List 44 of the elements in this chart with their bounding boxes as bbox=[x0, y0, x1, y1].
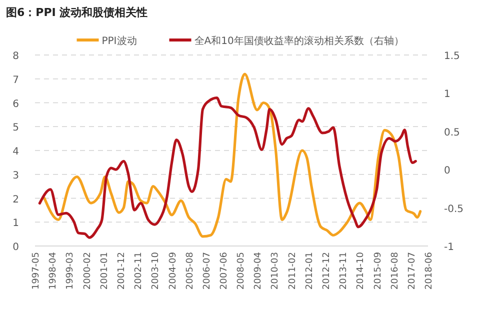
y2-tick-label: 1.5 bbox=[444, 51, 460, 62]
legend-label: 全A和10年国债收益率的滚动相关系数（右轴） bbox=[194, 35, 404, 47]
legend-label: PPI波动 bbox=[102, 35, 137, 47]
x-tick-label: 2012-12 bbox=[322, 252, 332, 290]
x-tick-label: 2004-09 bbox=[168, 252, 178, 290]
x-tick-label: 2006-07 bbox=[202, 252, 212, 290]
y-tick-label: 0 bbox=[12, 242, 19, 253]
x-tick-label: 2001-01 bbox=[100, 252, 110, 290]
x-tick-label: 2015-09 bbox=[373, 252, 384, 290]
x-tick-label: 2002-11 bbox=[134, 252, 144, 290]
x-tick-label: 2011-02 bbox=[288, 252, 298, 290]
chart-title: 图6：PPI 波动和股债相关性 bbox=[6, 6, 148, 19]
x-tick-label: 2018-06 bbox=[424, 252, 434, 290]
y-tick-label: 4 bbox=[12, 146, 19, 158]
x-tick-label: 2000-02 bbox=[82, 252, 93, 290]
line-series bbox=[43, 72, 422, 238]
y-tick-label: 6 bbox=[12, 98, 19, 110]
x-tick-label: 1998-04 bbox=[48, 252, 59, 290]
x-tick-label: 2017-07 bbox=[407, 252, 418, 290]
x-tick-label: 2012-01 bbox=[304, 252, 315, 290]
y2-tick-label: 0.5 bbox=[444, 127, 460, 138]
y-tick-label: 3 bbox=[12, 170, 19, 182]
y-tick-label: 2 bbox=[12, 194, 19, 206]
x-tick-label: 2001-12 bbox=[116, 252, 127, 290]
y2-tick-label: -0.5 bbox=[444, 204, 464, 215]
x-tick-label: 1999-03 bbox=[66, 252, 76, 290]
x-tick-label: 2009-04 bbox=[254, 252, 264, 290]
y2-tick-label: 1 bbox=[444, 89, 450, 100]
y-tick-label: 8 bbox=[12, 51, 19, 62]
x-tick-label: 2007-06 bbox=[219, 252, 230, 290]
y-tick-label: 1 bbox=[12, 218, 19, 230]
x-tick-label: 1997-05 bbox=[32, 252, 42, 290]
x-tick-label: 2016-08 bbox=[390, 252, 400, 290]
line-series bbox=[38, 96, 417, 239]
x-tick-label: 2008-05 bbox=[236, 252, 247, 290]
x-tick-label: 2003-10 bbox=[151, 252, 162, 290]
x-tick-label: 2005-08 bbox=[185, 252, 196, 290]
x-tick-label: 2013-11 bbox=[339, 252, 350, 290]
y2-tick-label: -1 bbox=[444, 242, 454, 253]
y2-tick-label: 0 bbox=[444, 166, 450, 177]
x-tick-label: 2014-10 bbox=[356, 252, 366, 290]
y-tick-label: 5 bbox=[12, 122, 19, 134]
y-tick-label: 7 bbox=[12, 74, 19, 86]
x-tick-label: 2010-03 bbox=[270, 252, 281, 290]
